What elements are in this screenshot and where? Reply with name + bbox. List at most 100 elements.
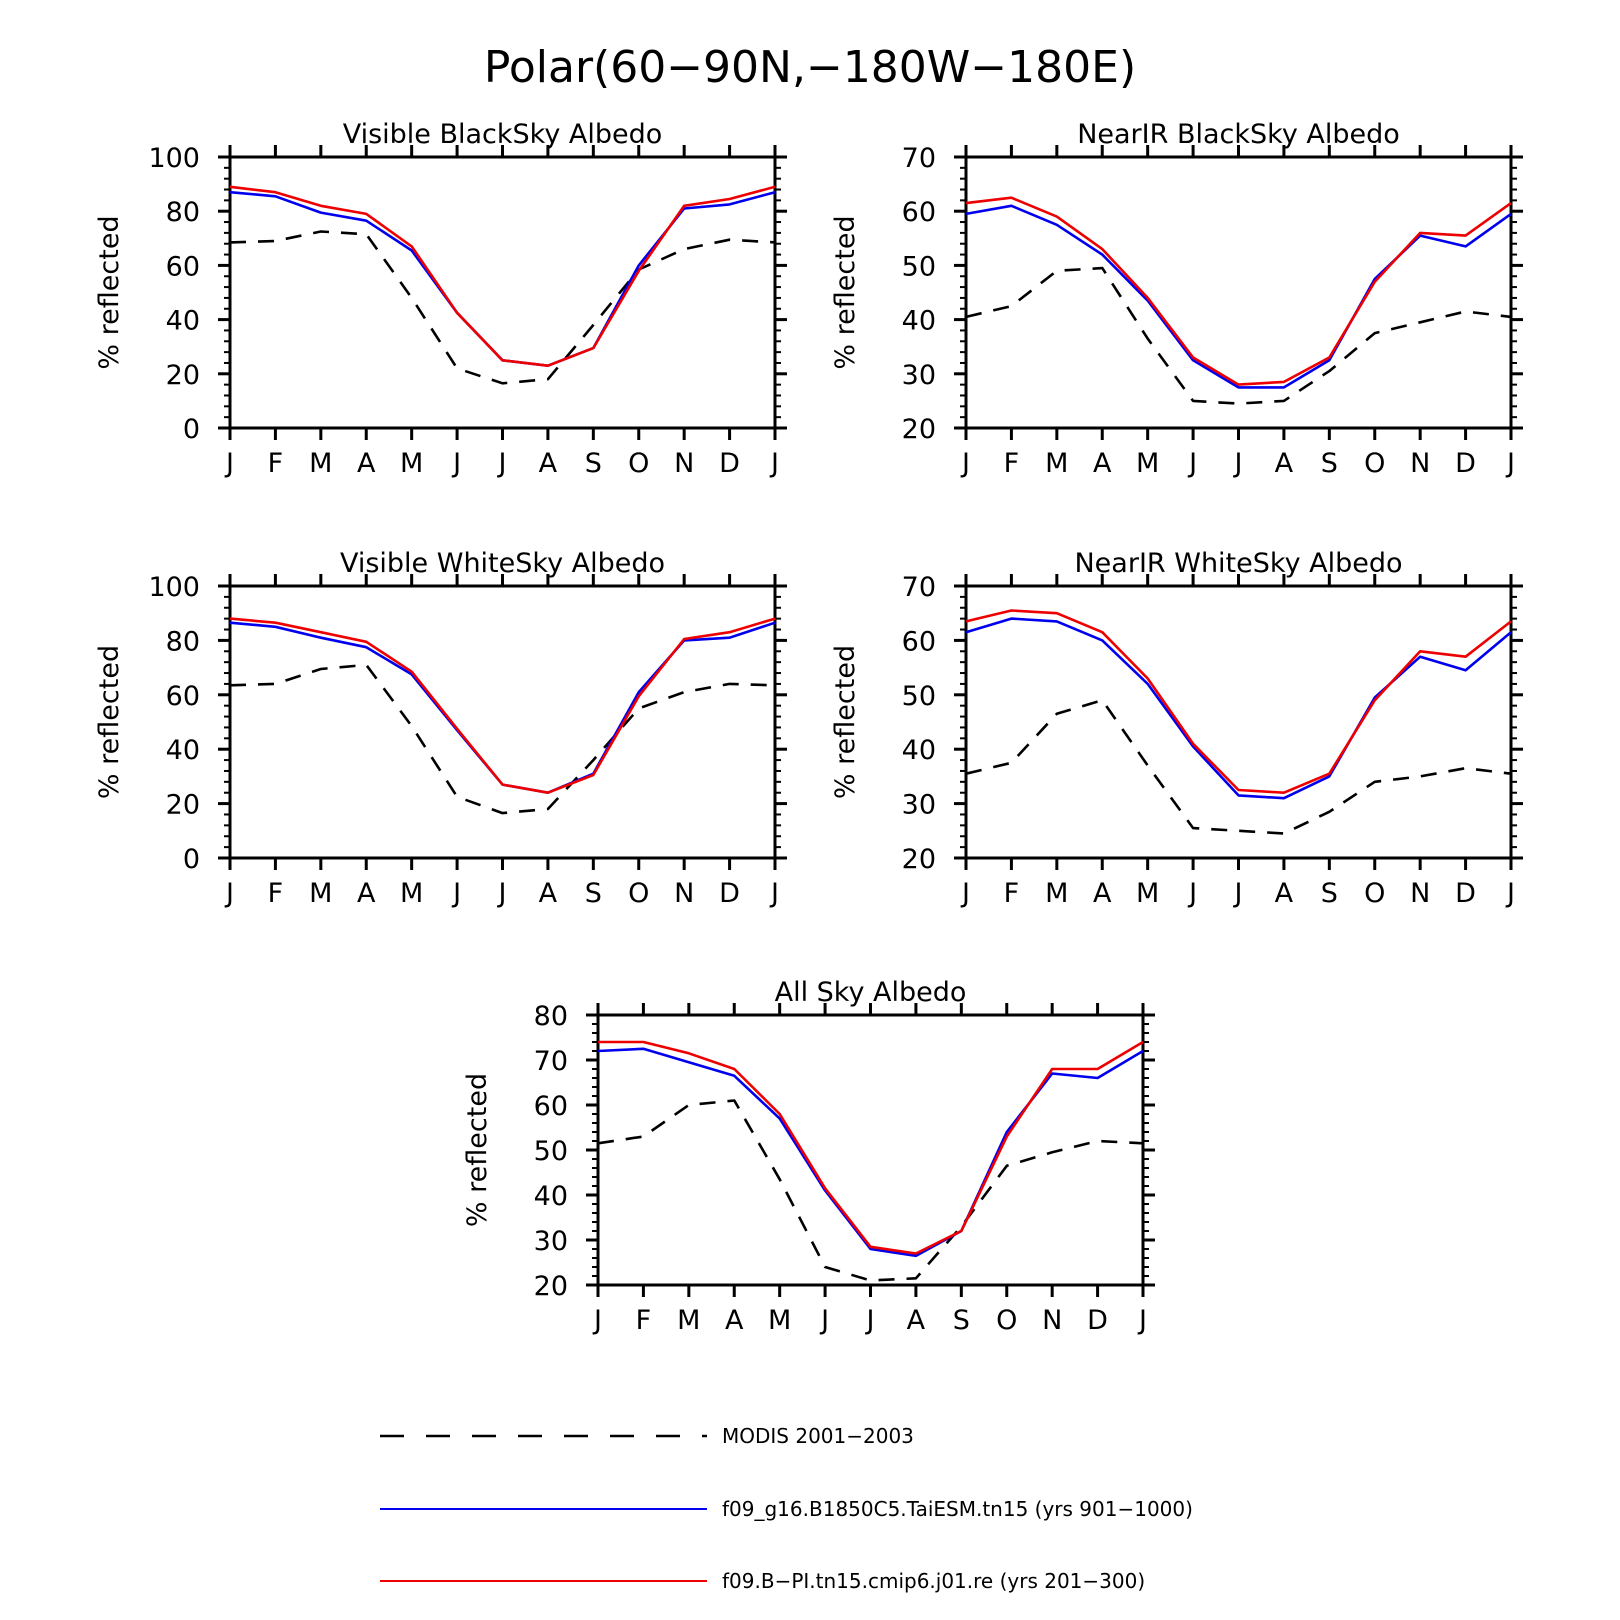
x-tick-label: M: [400, 448, 423, 479]
y-tick-label: 50: [902, 251, 936, 282]
x-tick-label: M: [1136, 448, 1159, 479]
y-tick-label: 70: [902, 572, 936, 603]
series-line-modis: [965, 698, 1512, 835]
x-tick-label: O: [628, 448, 649, 479]
x-tick-label: J: [1137, 1305, 1147, 1336]
x-tick-label: J: [769, 448, 779, 479]
x-tick-label: A: [1275, 878, 1294, 909]
x-tick-label: J: [769, 878, 779, 909]
x-tick-label: M: [677, 1305, 700, 1336]
chart-title: Visible WhiteSky Albedo: [340, 548, 665, 579]
y-tick-label: 80: [534, 1001, 568, 1032]
x-tick-label: N: [1042, 1305, 1062, 1336]
plot-frame: [228, 584, 777, 860]
x-tick-label: A: [539, 878, 558, 909]
y-tick-label: 0: [183, 844, 200, 875]
x-tick-label: J: [451, 878, 461, 909]
x-tick-label: J: [224, 878, 234, 909]
y-tick-label: 20: [166, 360, 200, 391]
x-tick-label: S: [585, 448, 602, 479]
y-tick-label: 60: [902, 626, 936, 657]
x-tick-label: J: [819, 1305, 829, 1336]
y-tick-label: 40: [166, 735, 200, 766]
y-tick-label: 60: [166, 251, 200, 282]
y-tick-label: 20: [534, 1271, 568, 1302]
y-axis-label: % reflected: [830, 645, 861, 799]
page-title: Polar(60−90N,−180W−180E): [484, 42, 1136, 93]
series-line-cmip6: [598, 1040, 1144, 1255]
series-line-cmip6: [965, 609, 1512, 795]
x-tick-label: M: [1045, 878, 1068, 909]
series-line-modis: [597, 1099, 1144, 1282]
chart-title: Visible BlackSky Albedo: [343, 119, 663, 150]
series-line-cmip6: [229, 185, 776, 368]
x-tick-label: J: [497, 448, 507, 479]
y-tick-label: 60: [166, 681, 200, 712]
x-tick-label: A: [1093, 878, 1112, 909]
x-tick-label: S: [1321, 878, 1338, 909]
x-tick-label: N: [1410, 448, 1430, 479]
y-tick-label: 40: [902, 735, 936, 766]
series-line-taiesm: [965, 204, 1512, 389]
x-tick-label: A: [725, 1305, 744, 1336]
x-tick-label: J: [497, 878, 507, 909]
x-tick-label: J: [592, 1305, 602, 1336]
x-tick-label: F: [1004, 878, 1020, 909]
y-tick-label: 80: [166, 197, 200, 228]
x-tick-label: J: [960, 878, 970, 909]
x-tick-label: O: [628, 878, 649, 909]
x-tick-label: M: [400, 878, 423, 909]
x-tick-label: D: [719, 878, 740, 909]
x-tick-label: J: [224, 448, 234, 479]
x-tick-label: J: [1187, 448, 1197, 479]
series-line-taiesm: [229, 621, 776, 795]
x-tick-label: J: [1187, 878, 1197, 909]
y-tick-label: 100: [148, 572, 200, 603]
x-tick-label: A: [539, 448, 558, 479]
legend-label: MODIS 2001−2003: [722, 1424, 914, 1448]
plot-frame: [964, 584, 1513, 860]
series-line-taiesm: [229, 190, 776, 368]
y-axis-label: % reflected: [94, 215, 125, 369]
x-tick-label: D: [719, 448, 740, 479]
y-tick-label: 20: [166, 790, 200, 821]
series-line-taiesm: [597, 1047, 1144, 1258]
x-tick-label: S: [585, 878, 602, 909]
x-tick-label: M: [1045, 448, 1068, 479]
y-tick-label: 20: [902, 844, 936, 875]
plot-frame: [228, 155, 777, 430]
x-tick-label: A: [357, 448, 376, 479]
x-tick-label: J: [1505, 448, 1515, 479]
x-tick-label: N: [674, 448, 694, 479]
chart-title: All Sky Albedo: [775, 977, 967, 1008]
x-tick-label: J: [960, 448, 970, 479]
y-tick-label: 40: [166, 306, 200, 337]
x-tick-label: D: [1087, 1305, 1108, 1336]
x-tick-label: O: [996, 1305, 1017, 1336]
y-tick-label: 60: [534, 1091, 568, 1122]
x-tick-label: J: [451, 448, 461, 479]
x-tick-label: A: [907, 1305, 926, 1336]
x-tick-label: F: [636, 1305, 652, 1336]
y-tick-label: 40: [534, 1181, 568, 1212]
series-line-modis: [965, 266, 1512, 405]
y-tick-label: 70: [902, 143, 936, 174]
series-line-modis: [229, 663, 776, 815]
x-tick-label: D: [1455, 878, 1476, 909]
x-tick-label: O: [1364, 448, 1385, 479]
chart-title: NearIR WhiteSky Albedo: [1074, 548, 1402, 579]
x-tick-label: F: [268, 448, 284, 479]
y-tick-label: 70: [534, 1046, 568, 1077]
x-tick-label: M: [768, 1305, 791, 1336]
y-axis-label: % reflected: [830, 215, 861, 369]
y-tick-label: 30: [902, 360, 936, 391]
y-tick-label: 60: [902, 197, 936, 228]
x-tick-label: M: [309, 878, 332, 909]
legend-label: f09.B−PI.tn15.cmip6.j01.re (yrs 201−300): [722, 1569, 1145, 1593]
